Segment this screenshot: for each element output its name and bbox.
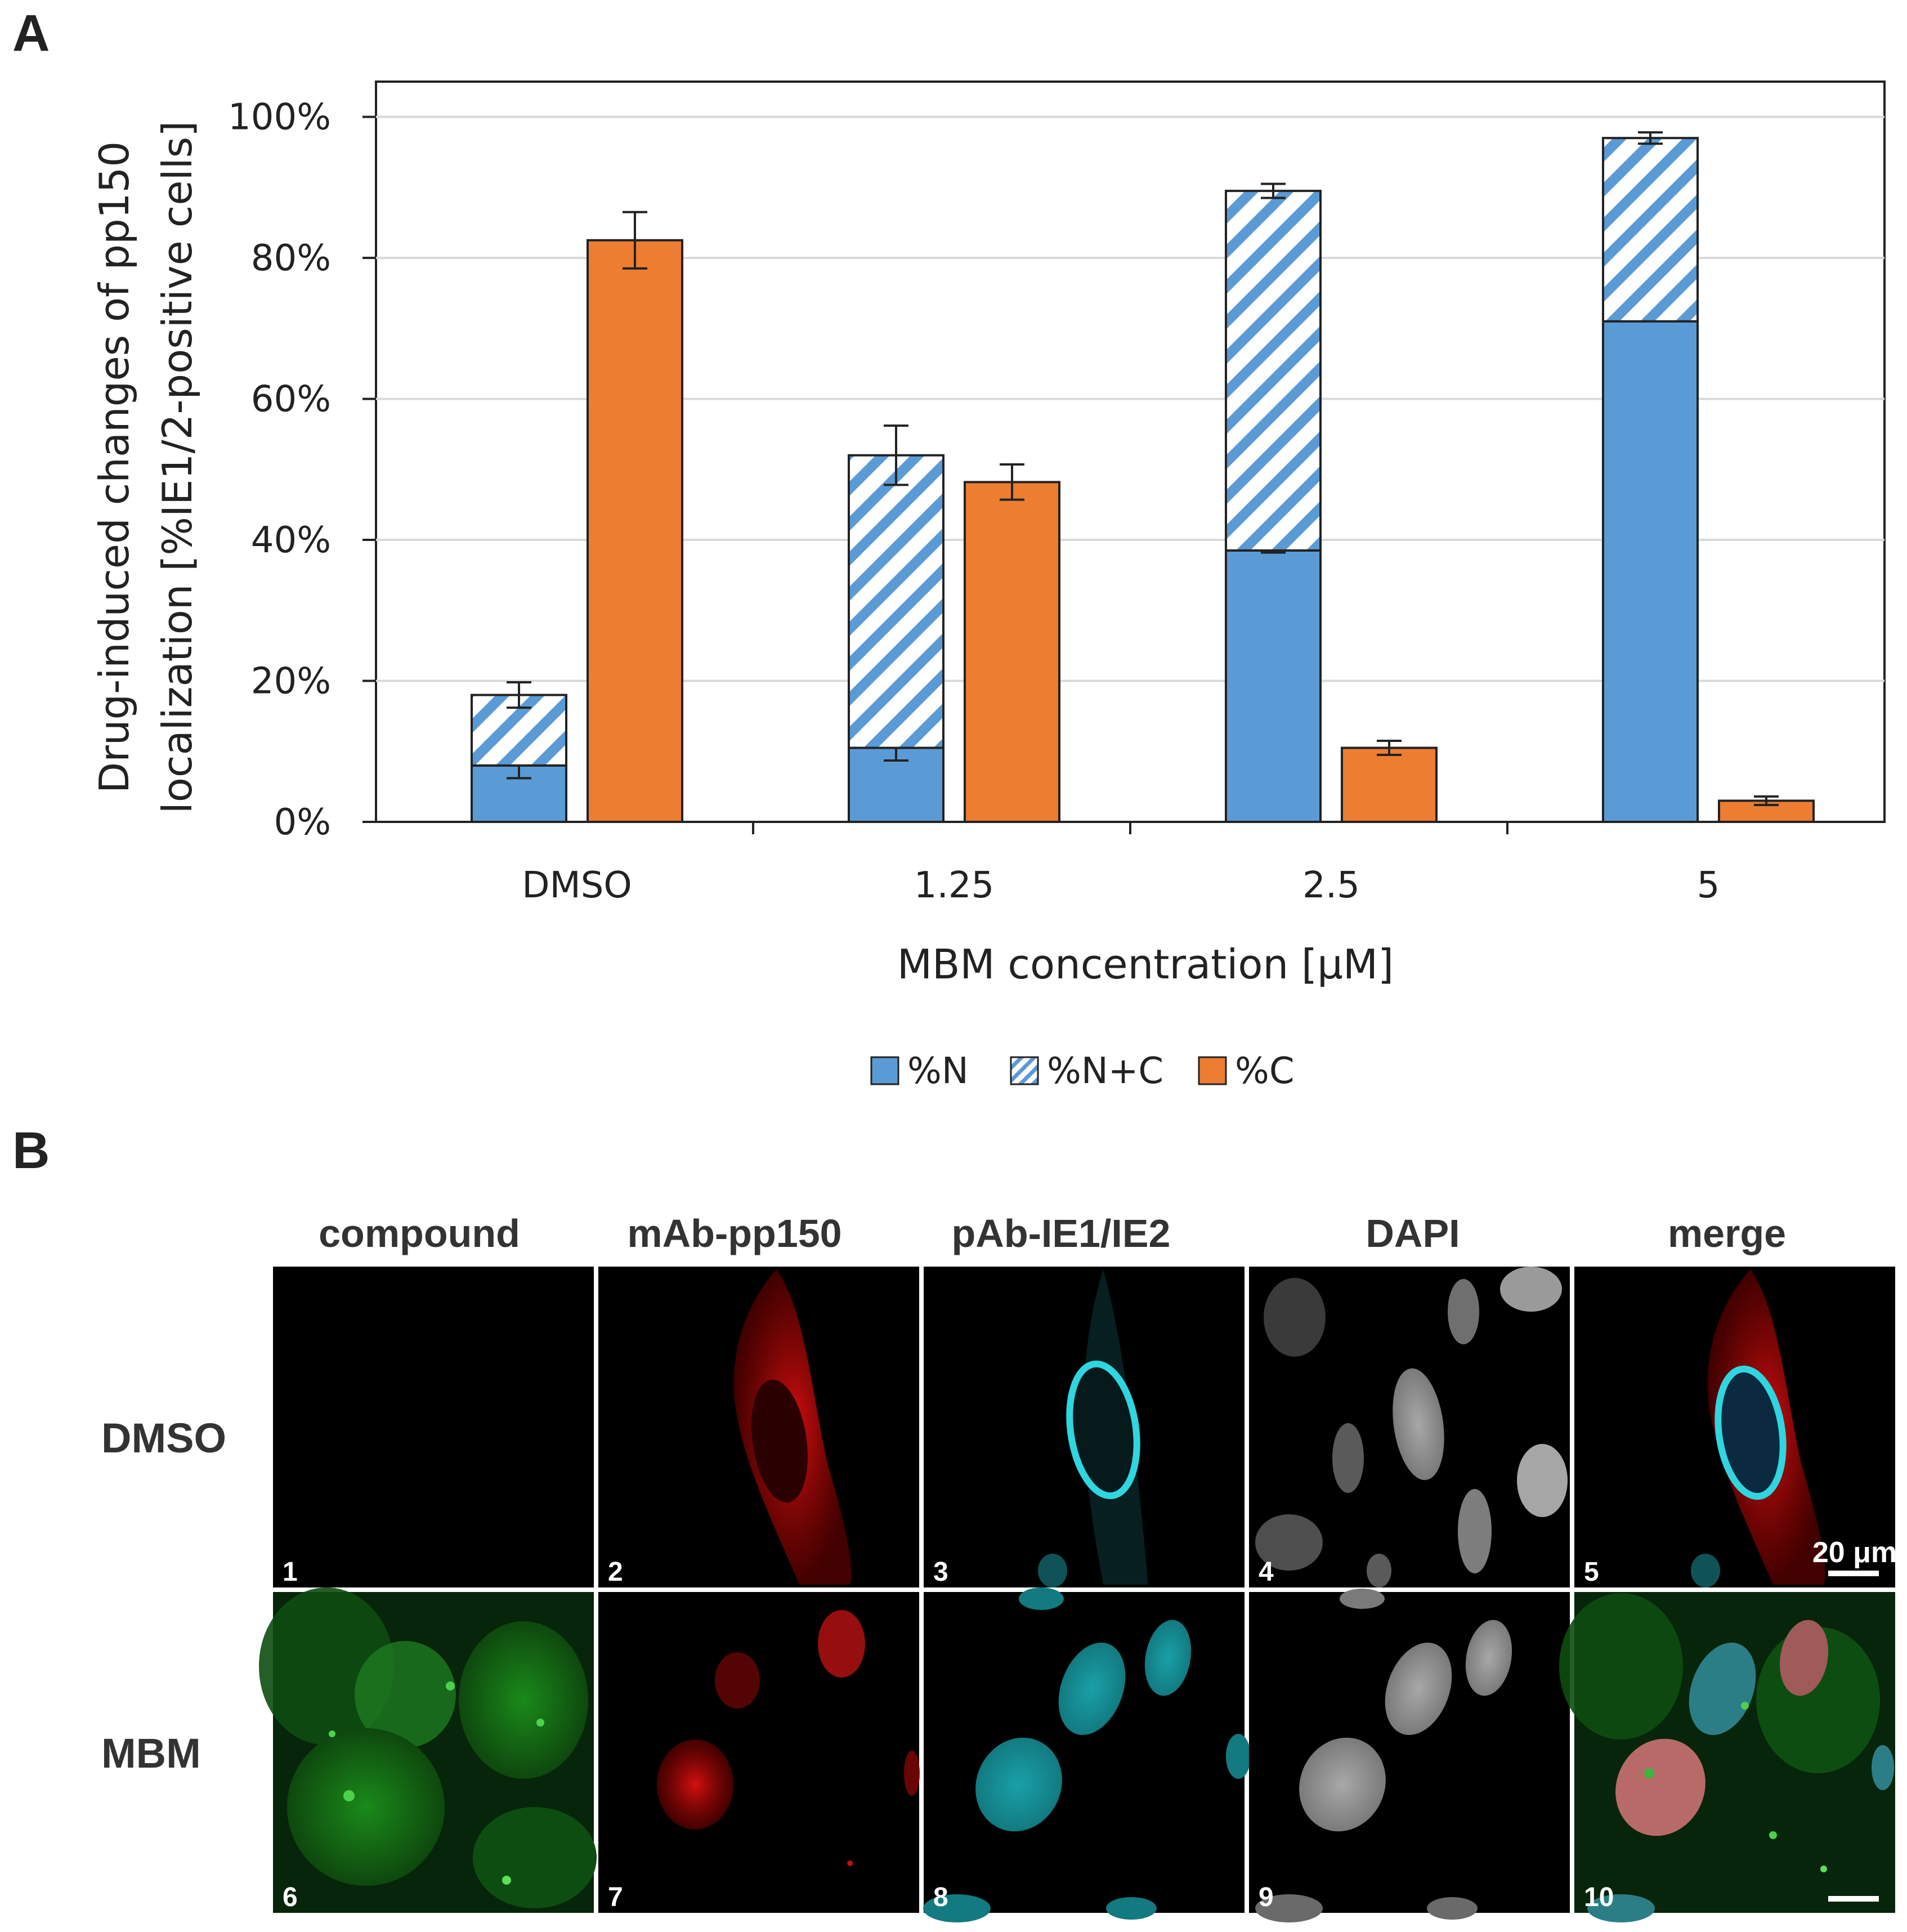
micrograph-6-compound: 6 bbox=[259, 1587, 597, 1913]
row-label-mbm: MBM bbox=[101, 1730, 201, 1777]
scale-bar-1 bbox=[1828, 1571, 1879, 1576]
panel-number-2: 2 bbox=[608, 1557, 623, 1587]
legend-swatch-nc bbox=[1010, 1056, 1039, 1085]
legend-swatch-c bbox=[1198, 1056, 1227, 1085]
y-tick-label-60: 60% bbox=[251, 379, 331, 421]
panel-b-letter: B bbox=[12, 1122, 50, 1179]
micrograph-4-dapi: 4 bbox=[1249, 1267, 1570, 1587]
y-tick-label-40: 40% bbox=[251, 520, 331, 561]
col-header-pp150: mAb-pp150 bbox=[627, 1211, 841, 1255]
scale-bar-2 bbox=[1828, 1896, 1879, 1902]
y-axis-title-line-1: Drug-induced changes of pp150 bbox=[91, 141, 138, 793]
x-tick-label-5: 5 bbox=[1697, 865, 1720, 906]
micrograph-5-merge: 20 μm 5 bbox=[1574, 1267, 1897, 1587]
bar-n-2.5 bbox=[1225, 549, 1322, 823]
bar-nc-5 bbox=[1602, 137, 1699, 323]
bar-n-5 bbox=[1602, 320, 1699, 823]
micrograph-1-compound: 1 bbox=[273, 1267, 594, 1587]
legend: %N %N+C %C bbox=[870, 1050, 1295, 1092]
panel-number-8: 8 bbox=[933, 1882, 948, 1912]
panel-number-3: 3 bbox=[933, 1557, 948, 1587]
micrograph-2-pp150: 2 bbox=[598, 1267, 919, 1587]
y-tick-label-20: 20% bbox=[251, 661, 331, 703]
panel-number-9: 9 bbox=[1259, 1882, 1274, 1912]
bar-nc-DMSO bbox=[471, 694, 567, 767]
col-header-compound: compound bbox=[319, 1211, 520, 1255]
bar-n-1.25 bbox=[848, 746, 944, 823]
col-header-ie1ie2: pAb-IE1/IE2 bbox=[952, 1211, 1171, 1255]
col-header-merge: merge bbox=[1668, 1211, 1786, 1255]
micrograph-9-dapi: 9 bbox=[1249, 1589, 1570, 1922]
panel-number-7: 7 bbox=[608, 1882, 623, 1912]
y-tick-label-0: 0% bbox=[274, 802, 331, 843]
x-tick-label-1.25: 1.25 bbox=[914, 865, 995, 906]
bar-nc-2.5 bbox=[1225, 190, 1322, 552]
micrograph-8-ie1ie2: 8 bbox=[923, 1587, 1251, 1922]
legend-label-c: %C bbox=[1235, 1050, 1295, 1092]
y-tick-label-80: 80% bbox=[251, 238, 331, 279]
panel-number-4: 4 bbox=[1259, 1557, 1274, 1587]
bar-c-2.5 bbox=[1341, 746, 1438, 823]
micrograph-3-ie1ie2: 3 bbox=[924, 1267, 1245, 1587]
x-tick-label-DMSO: DMSO bbox=[522, 865, 632, 906]
col-header-dapi: DAPI bbox=[1366, 1211, 1460, 1255]
panel-a-letter: A bbox=[12, 5, 50, 62]
x-axis-title: MBM concentration [μM] bbox=[897, 941, 1394, 988]
panel-number-6: 6 bbox=[283, 1882, 298, 1912]
bar-c-DMSO bbox=[587, 239, 683, 823]
bar-c-1.25 bbox=[964, 481, 1060, 823]
legend-label-nc: %N+C bbox=[1047, 1050, 1163, 1092]
panel-number-10: 10 bbox=[1584, 1882, 1614, 1912]
micrograph-7-pp150: 7 bbox=[598, 1592, 920, 1913]
y-axis-title-line-2: localization [%IE1/2-positive cells] bbox=[154, 121, 201, 813]
bar-chart: 0% 20% 40% 60% 80% 100% DMSO 1.25 2.5 5 bbox=[228, 80, 1886, 906]
legend-label-n: %N bbox=[907, 1050, 969, 1092]
bar-nc-1.25 bbox=[848, 454, 944, 749]
legend-swatch-n bbox=[870, 1056, 899, 1085]
micrograph-10-merge: 10 bbox=[1559, 1592, 1895, 1922]
panel-number-1: 1 bbox=[283, 1557, 298, 1587]
row-label-dmso: DMSO bbox=[101, 1415, 226, 1461]
scale-bar-label: 20 μm bbox=[1812, 1536, 1897, 1569]
x-tick-label-2.5: 2.5 bbox=[1302, 865, 1360, 906]
panel-number-5: 5 bbox=[1584, 1557, 1599, 1587]
y-tick-label-100: 100% bbox=[228, 97, 331, 138]
